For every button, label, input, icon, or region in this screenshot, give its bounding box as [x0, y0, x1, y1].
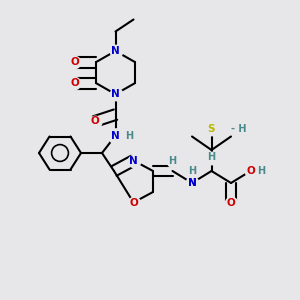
- Text: H: H: [257, 166, 265, 176]
- Text: O: O: [70, 78, 79, 88]
- Text: H: H: [188, 166, 196, 176]
- Text: H: H: [125, 130, 133, 141]
- Text: O: O: [246, 166, 255, 176]
- Text: N: N: [188, 178, 196, 188]
- Text: O: O: [129, 197, 138, 208]
- Text: S: S: [208, 124, 215, 134]
- Text: - H: - H: [231, 124, 247, 134]
- Text: N: N: [111, 46, 120, 56]
- Text: O: O: [90, 116, 99, 127]
- Text: N: N: [188, 178, 196, 188]
- Text: N: N: [111, 130, 120, 141]
- Text: H: H: [207, 152, 216, 163]
- Text: N: N: [129, 155, 138, 166]
- Text: H: H: [168, 155, 177, 166]
- Text: O: O: [70, 57, 79, 67]
- Text: N: N: [111, 89, 120, 99]
- Text: O: O: [226, 197, 236, 208]
